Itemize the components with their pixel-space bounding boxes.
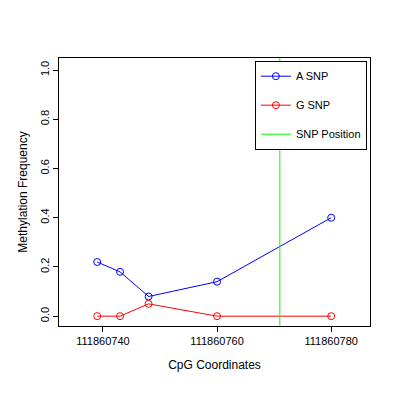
svg-text:111860760: 111860760 bbox=[190, 335, 243, 347]
svg-text:0.0: 0.0 bbox=[39, 307, 51, 322]
svg-text:A SNP: A SNP bbox=[296, 70, 328, 82]
svg-text:G SNP: G SNP bbox=[296, 99, 330, 111]
svg-text:0.4: 0.4 bbox=[39, 208, 51, 223]
svg-text:0.8: 0.8 bbox=[39, 110, 51, 125]
svg-text:CpG Coordinates: CpG Coordinates bbox=[168, 358, 261, 372]
svg-text:111860740: 111860740 bbox=[76, 335, 129, 347]
svg-text:0.2: 0.2 bbox=[39, 258, 51, 273]
svg-text:0.6: 0.6 bbox=[39, 159, 51, 174]
svg-text:111860780: 111860780 bbox=[304, 335, 357, 347]
svg-text:SNP Position: SNP Position bbox=[296, 128, 361, 140]
svg-text:1.0: 1.0 bbox=[39, 61, 51, 76]
svg-text:Methylation Frequency: Methylation Frequency bbox=[16, 131, 30, 252]
